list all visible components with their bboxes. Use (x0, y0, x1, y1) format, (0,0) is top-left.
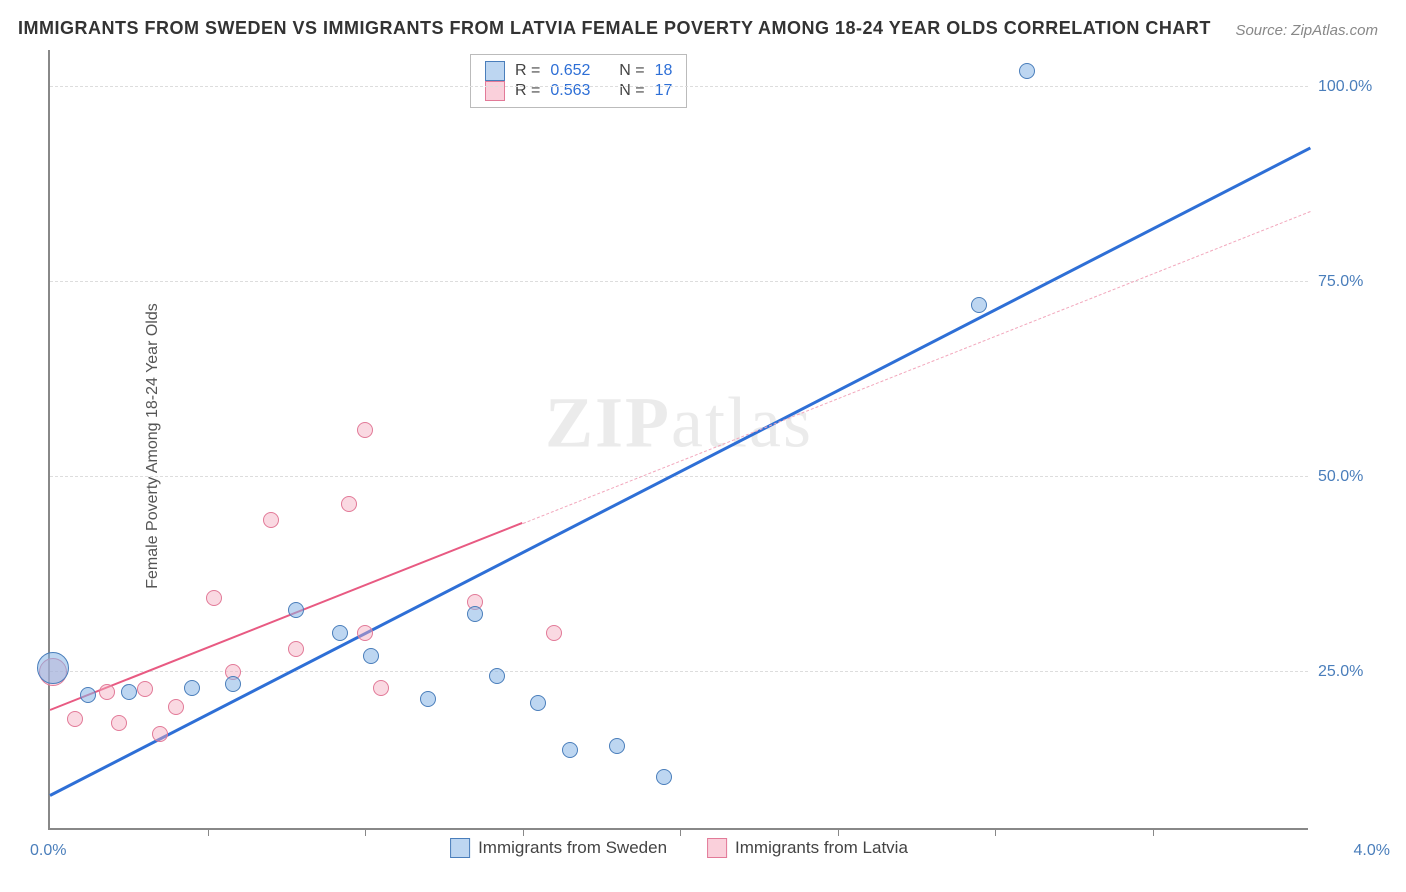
y-tick-label: 100.0% (1318, 78, 1398, 96)
r-value-sweden: 0.652 (550, 62, 590, 80)
data-point (656, 769, 672, 785)
r-value-latvia: 0.563 (550, 82, 590, 100)
watermark-thin: atlas (671, 383, 813, 463)
x-tick (995, 828, 996, 836)
plot-area: ZIPatlas R = 0.652 N = 18 R = 0.563 N = … (48, 50, 1308, 830)
legend-label-sweden: Immigrants from Sweden (478, 838, 667, 858)
data-point (341, 496, 357, 512)
data-point (489, 668, 505, 684)
legend-item-latvia: Immigrants from Latvia (707, 838, 908, 858)
correlation-row-latvia: R = 0.563 N = 17 (485, 81, 672, 101)
y-tick-label: 50.0% (1318, 468, 1398, 486)
x-tick (1153, 828, 1154, 836)
data-point (609, 738, 625, 754)
data-point (67, 711, 83, 727)
data-point (288, 641, 304, 657)
data-point (121, 684, 137, 700)
correlation-row-sweden: R = 0.652 N = 18 (485, 61, 672, 81)
swatch-latvia (485, 81, 505, 101)
data-point (332, 625, 348, 641)
n-label: N = (619, 82, 644, 100)
data-point (467, 606, 483, 622)
data-point (420, 691, 436, 707)
legend-label-latvia: Immigrants from Latvia (735, 838, 908, 858)
n-label: N = (619, 62, 644, 80)
watermark-bold: ZIP (545, 383, 671, 463)
data-point (111, 715, 127, 731)
data-point (530, 695, 546, 711)
data-point (363, 648, 379, 664)
correlation-legend-box: R = 0.652 N = 18 R = 0.563 N = 17 (470, 54, 687, 108)
r-label: R = (515, 62, 540, 80)
data-point (37, 652, 69, 684)
n-value-sweden: 18 (655, 62, 673, 80)
data-point (168, 699, 184, 715)
data-point (137, 681, 153, 697)
trend-line (49, 147, 1310, 797)
series-legend: Immigrants from Sweden Immigrants from L… (450, 838, 908, 858)
data-point (225, 676, 241, 692)
trend-line (50, 522, 523, 711)
y-tick-label: 25.0% (1318, 663, 1398, 681)
swatch-latvia (707, 838, 727, 858)
swatch-sweden (485, 61, 505, 81)
chart-title: IMMIGRANTS FROM SWEDEN VS IMMIGRANTS FRO… (18, 18, 1211, 39)
data-point (206, 590, 222, 606)
gridline (50, 86, 1308, 87)
x-axis-max-label: 4.0% (1354, 842, 1390, 860)
data-point (80, 687, 96, 703)
data-point (357, 625, 373, 641)
x-tick (365, 828, 366, 836)
gridline (50, 281, 1308, 282)
source-attribution: Source: ZipAtlas.com (1235, 22, 1378, 39)
y-tick-label: 75.0% (1318, 273, 1398, 291)
x-axis-min-label: 0.0% (30, 842, 66, 860)
gridline (50, 476, 1308, 477)
data-point (152, 726, 168, 742)
swatch-sweden (450, 838, 470, 858)
n-value-latvia: 17 (655, 82, 673, 100)
data-point (562, 742, 578, 758)
data-point (184, 680, 200, 696)
r-label: R = (515, 82, 540, 100)
x-tick (680, 828, 681, 836)
x-tick (838, 828, 839, 836)
x-tick (208, 828, 209, 836)
legend-item-sweden: Immigrants from Sweden (450, 838, 667, 858)
data-point (357, 422, 373, 438)
data-point (288, 602, 304, 618)
data-point (99, 684, 115, 700)
data-point (373, 680, 389, 696)
data-point (971, 297, 987, 313)
data-point (1019, 63, 1035, 79)
data-point (263, 512, 279, 528)
data-point (546, 625, 562, 641)
x-tick (523, 828, 524, 836)
